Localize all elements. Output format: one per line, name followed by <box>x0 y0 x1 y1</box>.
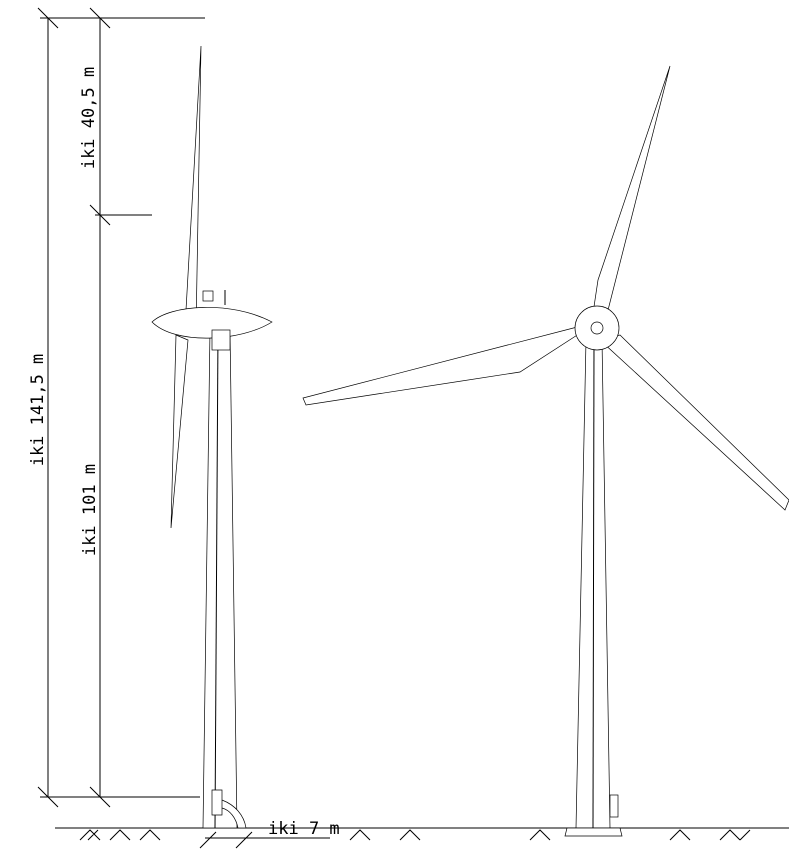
dim-label: iki 7 m <box>268 819 340 839</box>
drawing: iki 40,5 m iki 141,5 m iki 101 m iki 7 m <box>0 0 789 850</box>
turbine-side <box>152 46 272 828</box>
dim-label: iki 101 m <box>80 464 100 556</box>
dim-label: iki 141,5 m <box>28 354 48 467</box>
ground <box>55 828 789 840</box>
turbine-front <box>303 66 789 836</box>
dim-label: iki 40,5 m <box>79 67 99 169</box>
